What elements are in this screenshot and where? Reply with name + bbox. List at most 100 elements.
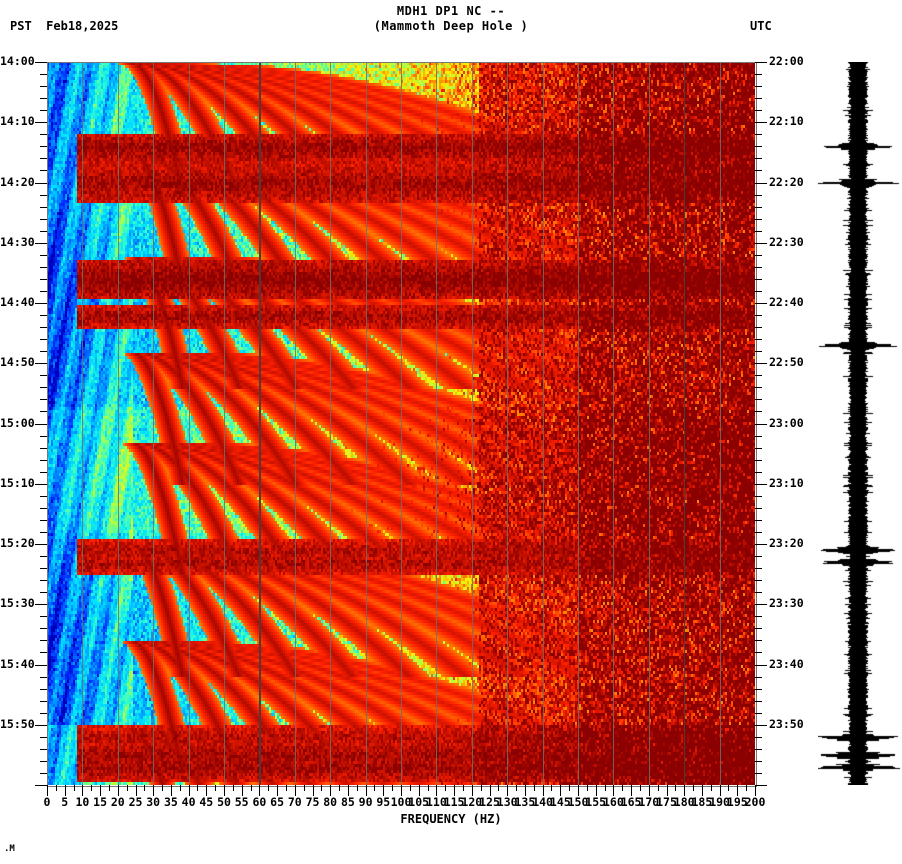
x-tick-major bbox=[684, 785, 685, 796]
x-tick-minor bbox=[693, 785, 694, 791]
x-tick-major bbox=[737, 785, 738, 796]
x-axis-label: 185 bbox=[691, 795, 713, 809]
y-axis-right-label: 23:50 bbox=[769, 716, 804, 731]
x-tick-minor bbox=[445, 785, 446, 791]
x-tick-minor bbox=[251, 785, 252, 791]
x-axis-label: 25 bbox=[128, 795, 143, 809]
x-axis-title: FREQUENCY (HZ) bbox=[400, 812, 502, 826]
x-tick-minor bbox=[605, 785, 606, 791]
y-tick-minor-right bbox=[755, 495, 762, 497]
y-tick-minor-left bbox=[40, 676, 47, 678]
y-tick-minor-left bbox=[40, 712, 47, 714]
x-tick-minor bbox=[746, 785, 747, 791]
y-tick-minor-right bbox=[755, 447, 762, 449]
y-tick-minor-right bbox=[755, 556, 762, 558]
x-tick-major bbox=[47, 785, 48, 796]
y-tick-minor-right bbox=[755, 98, 762, 100]
x-tick-minor bbox=[197, 785, 198, 791]
x-tick-minor bbox=[658, 785, 659, 791]
y-tick-minor-left bbox=[40, 278, 47, 280]
y-tick-minor-left bbox=[40, 134, 47, 136]
x-axis-label: 155 bbox=[585, 795, 607, 809]
y-tick-minor-right bbox=[755, 592, 762, 594]
y-tick-major-right bbox=[755, 303, 767, 304]
y-tick-minor-right bbox=[755, 736, 762, 738]
x-axis-label: 170 bbox=[638, 795, 660, 809]
y-tick-major-left bbox=[35, 363, 47, 365]
y-tick-minor-right bbox=[755, 471, 762, 473]
x-axis-label: 200 bbox=[744, 795, 766, 809]
y-tick-minor-right bbox=[755, 206, 762, 208]
y-tick-minor-right bbox=[755, 339, 762, 341]
y-tick-minor-right bbox=[755, 170, 762, 172]
y-axis-right-label: 22:10 bbox=[769, 114, 804, 129]
y-tick-major-right bbox=[755, 122, 767, 124]
x-tick-major bbox=[507, 785, 508, 796]
y-tick-minor-left bbox=[40, 98, 47, 100]
x-tick-minor bbox=[463, 785, 464, 791]
x-tick-major bbox=[560, 785, 561, 796]
y-tick-minor-left bbox=[40, 351, 47, 353]
seismogram-trace-panel[interactable] bbox=[818, 62, 902, 785]
y-tick-major-right bbox=[755, 664, 767, 666]
x-tick-major bbox=[649, 785, 650, 796]
x-axis-label: 140 bbox=[532, 795, 553, 809]
y-tick-minor-left bbox=[40, 230, 47, 232]
x-tick-major bbox=[631, 785, 632, 796]
x-tick-major bbox=[65, 785, 66, 796]
y-tick-major-right bbox=[755, 785, 767, 786]
y-tick-minor-left bbox=[40, 748, 47, 750]
x-tick-major bbox=[330, 785, 331, 796]
y-tick-minor-right bbox=[755, 351, 762, 353]
y-tick-major-left bbox=[35, 182, 47, 184]
y-axis-right-label: 23:00 bbox=[769, 415, 804, 430]
y-tick-minor-right bbox=[755, 158, 762, 160]
x-tick-minor bbox=[587, 785, 588, 791]
y-axis-right-label: 23:40 bbox=[769, 656, 804, 671]
y-tick-minor-left bbox=[40, 568, 47, 570]
y-tick-minor-left bbox=[40, 688, 47, 690]
y-tick-major-right bbox=[755, 724, 767, 726]
y-tick-minor-left bbox=[40, 519, 47, 521]
y-tick-major-right bbox=[755, 242, 767, 244]
y-tick-major-right bbox=[755, 483, 767, 485]
x-axis-label: 130 bbox=[496, 795, 518, 809]
y-tick-minor-right bbox=[755, 628, 762, 630]
x-tick-major bbox=[667, 785, 668, 796]
x-tick-major bbox=[436, 785, 437, 796]
corner-mark: .M bbox=[4, 844, 15, 854]
x-tick-major bbox=[242, 785, 243, 796]
x-tick-minor bbox=[392, 785, 393, 791]
y-tick-minor-right bbox=[755, 652, 762, 654]
x-axis-label: 40 bbox=[181, 795, 196, 809]
y-tick-minor-right bbox=[755, 519, 762, 521]
x-tick-major bbox=[613, 785, 614, 796]
x-tick-minor bbox=[551, 785, 552, 791]
y-axis-left-label: 15:00 bbox=[0, 415, 35, 430]
y-axis-left-label: 14:00 bbox=[0, 54, 35, 68]
x-tick-major bbox=[153, 785, 154, 796]
y-tick-minor-left bbox=[40, 700, 47, 702]
y-axis-left-label: 15:40 bbox=[0, 656, 35, 671]
x-axis-label: 95 bbox=[376, 795, 391, 809]
y-tick-minor-right bbox=[755, 772, 762, 774]
y-tick-minor-right bbox=[755, 676, 762, 678]
y-tick-minor-right bbox=[755, 254, 762, 256]
x-axis-label: 80 bbox=[323, 795, 338, 809]
x-axis-label: 75 bbox=[305, 795, 320, 809]
x-tick-major bbox=[720, 785, 721, 796]
page-title-station-name: (Mammoth Deep Hole ) bbox=[373, 19, 529, 33]
x-tick-minor bbox=[374, 785, 375, 791]
date-label: Feb18,2025 bbox=[46, 19, 119, 33]
y-tick-minor-left bbox=[40, 266, 47, 268]
spectrogram-plot[interactable] bbox=[47, 62, 755, 785]
x-axis-label: 120 bbox=[461, 795, 483, 809]
y-axis-right-label: 23:10 bbox=[769, 475, 804, 490]
x-tick-minor bbox=[74, 785, 75, 791]
x-tick-minor bbox=[286, 785, 287, 791]
x-tick-major bbox=[82, 785, 83, 796]
y-tick-minor-right bbox=[755, 616, 762, 618]
x-axis-label: 35 bbox=[163, 795, 178, 809]
y-tick-minor-left bbox=[40, 556, 47, 558]
y-tick-minor-left bbox=[40, 86, 47, 88]
